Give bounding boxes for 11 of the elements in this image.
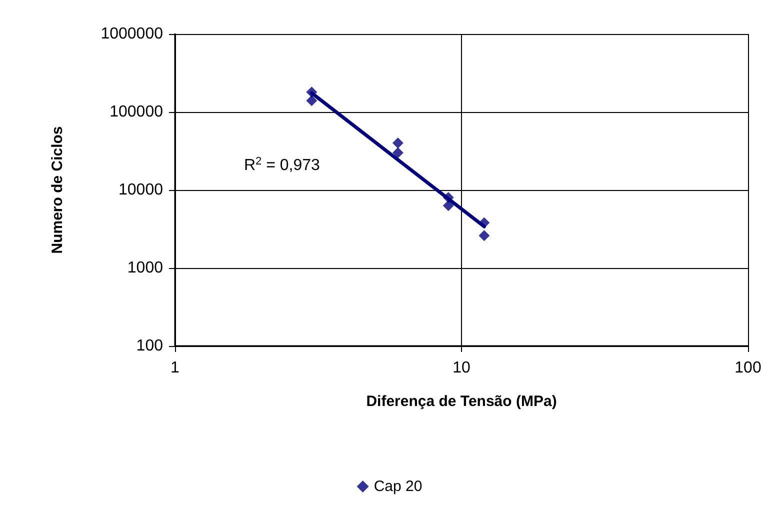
y-tick-label: 1000000 — [100, 26, 164, 42]
x-tick-label: 10 — [452, 360, 470, 376]
y-tick-label: 10000 — [118, 182, 164, 198]
y-tick-label: 100 — [136, 338, 164, 354]
y-tick-label: 100000 — [110, 104, 164, 120]
y-tick-label: 1000 — [127, 260, 164, 276]
legend-label: Cap 20 — [374, 478, 422, 495]
y-axis-title: Numero de Ciclos — [49, 126, 66, 254]
x-tick-label: 1 — [170, 360, 180, 376]
x-axis-title: Diferença de Tensão (MPa) — [366, 393, 557, 410]
x-tick-label: 100 — [734, 360, 762, 376]
